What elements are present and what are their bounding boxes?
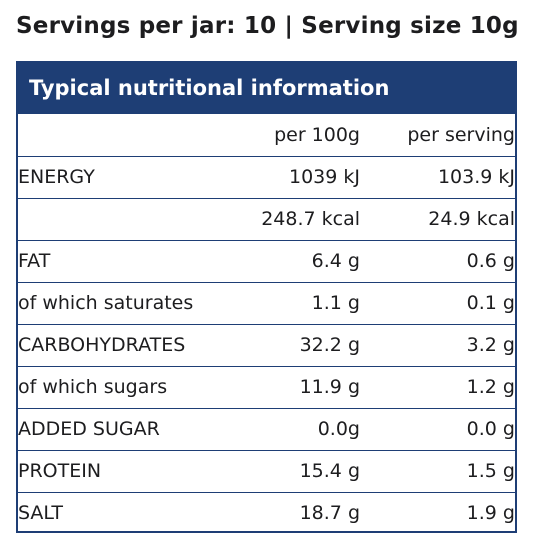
row-label: CARBOHYDRATES — [18, 324, 244, 367]
row-per-serving: 103.9 kJ — [360, 156, 515, 199]
column-header-per-100g: per 100g — [244, 114, 360, 157]
row-label: SALT — [18, 502, 63, 525]
nutrition-panel: Typical nutritional information per 100g… — [16, 61, 517, 533]
table-row: of which sugars 11.9 g 1.2 g — [18, 366, 515, 409]
table-row: CARBOHYDRATES 32.2 g 3.2 g — [18, 324, 515, 367]
row-per-serving: 0.1 g — [360, 282, 515, 325]
row-per-100g: 15.4 g — [244, 450, 360, 493]
column-header-per-serving: per serving — [360, 114, 515, 157]
row-label: PROTEIN — [18, 450, 244, 493]
row-label — [18, 198, 244, 241]
row-per-serving: 24.9 kcal — [360, 198, 515, 241]
row-per-100g: 18.7 g — [299, 502, 360, 525]
row-label: of which saturates — [18, 282, 244, 325]
row-label: ADDED SUGAR — [18, 408, 244, 451]
row-per-100g: 32.2 g — [244, 324, 360, 367]
table-row: SALT 18.7 g 1.9 g — [18, 492, 515, 534]
row-label: ENERGY — [18, 156, 244, 199]
row-per-100g: 11.9 g — [244, 366, 360, 409]
servings-headline: Servings per jar: 10 | Serving size 10g — [16, 13, 519, 39]
nutrition-table: per 100g per serving ENERGY 1039 kJ 103.… — [18, 114, 515, 534]
table-row: of which saturates 1.1 g 0.1 g — [18, 282, 515, 325]
row-per-serving: 3.2 g — [360, 324, 515, 367]
row-per-100g: 1039 kJ — [244, 156, 360, 199]
column-header-label — [18, 114, 244, 157]
column-header-row: per 100g per serving — [18, 114, 515, 157]
table-row: ADDED SUGAR 0.0g 0.0 g — [18, 408, 515, 451]
row-per-100g: 6.4 g — [244, 240, 360, 283]
row-per-serving: 0.0 g — [360, 408, 515, 451]
row-per-serving: 1.5 g — [360, 450, 515, 493]
table-row: ENERGY 1039 kJ 103.9 kJ — [18, 156, 515, 199]
row-per-serving: 1.9 g — [466, 502, 515, 525]
row-per-100g: 248.7 kcal — [244, 198, 360, 241]
table-row: PROTEIN 15.4 g 1.5 g — [18, 450, 515, 493]
table-row: 248.7 kcal 24.9 kcal — [18, 198, 515, 241]
row-per-100g: 1.1 g — [244, 282, 360, 325]
panel-title: Typical nutritional information — [18, 63, 515, 114]
row-per-100g: 0.0g — [244, 408, 360, 451]
table-row: FAT 6.4 g 0.6 g — [18, 240, 515, 283]
row-per-serving: 1.2 g — [360, 366, 515, 409]
row-label: of which sugars — [18, 366, 244, 409]
row-per-serving: 0.6 g — [360, 240, 515, 283]
row-label: FAT — [18, 240, 244, 283]
